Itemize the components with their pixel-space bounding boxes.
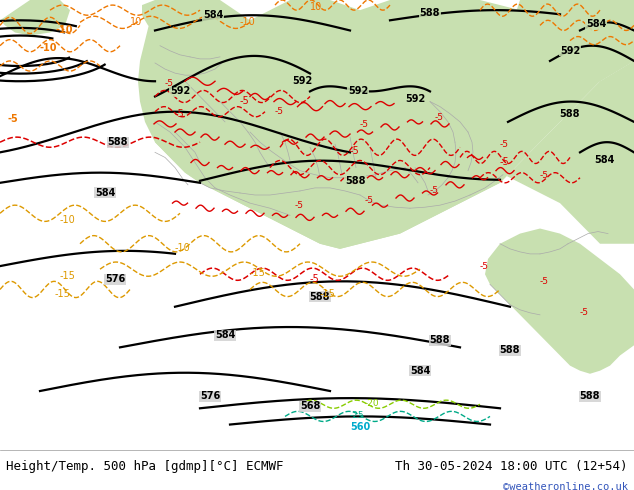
Text: -25: -25 bbox=[350, 412, 365, 420]
Polygon shape bbox=[138, 0, 634, 249]
Text: 588: 588 bbox=[108, 137, 128, 147]
Text: -15: -15 bbox=[55, 289, 71, 298]
Polygon shape bbox=[142, 0, 200, 36]
Text: 588: 588 bbox=[500, 345, 521, 355]
Text: 576: 576 bbox=[200, 391, 220, 401]
Text: -5: -5 bbox=[580, 308, 589, 317]
Text: 588: 588 bbox=[560, 109, 580, 119]
Polygon shape bbox=[155, 61, 634, 249]
Text: 584: 584 bbox=[586, 20, 606, 29]
Text: 584: 584 bbox=[95, 188, 115, 198]
Text: -5: -5 bbox=[8, 114, 19, 124]
Text: -5: -5 bbox=[365, 196, 374, 205]
Text: -5: -5 bbox=[240, 96, 250, 105]
Text: -10: -10 bbox=[175, 243, 191, 253]
Text: 584: 584 bbox=[594, 155, 614, 166]
Text: -5: -5 bbox=[480, 262, 489, 271]
Text: -10: -10 bbox=[55, 24, 72, 34]
Text: 588: 588 bbox=[345, 176, 365, 186]
Text: 592: 592 bbox=[170, 86, 190, 97]
Text: 592: 592 bbox=[560, 46, 580, 56]
Text: -5: -5 bbox=[350, 147, 359, 156]
Text: -5: -5 bbox=[540, 277, 549, 286]
Text: 588: 588 bbox=[310, 292, 330, 301]
Polygon shape bbox=[485, 228, 634, 374]
Text: ©weatheronline.co.uk: ©weatheronline.co.uk bbox=[503, 482, 628, 490]
Text: -10: -10 bbox=[240, 17, 256, 27]
Text: Th 30-05-2024 18:00 UTC (12+54): Th 30-05-2024 18:00 UTC (12+54) bbox=[395, 460, 628, 473]
Text: 592: 592 bbox=[405, 94, 425, 103]
Text: -5: -5 bbox=[175, 109, 184, 119]
Text: -10: -10 bbox=[60, 216, 75, 225]
Text: 584: 584 bbox=[215, 330, 235, 340]
Text: 568: 568 bbox=[300, 401, 320, 411]
Text: -5: -5 bbox=[500, 140, 509, 149]
Text: 592: 592 bbox=[292, 76, 312, 86]
Text: 576: 576 bbox=[105, 274, 125, 284]
Text: 588: 588 bbox=[430, 335, 450, 345]
Text: -15: -15 bbox=[250, 268, 266, 278]
Text: -15: -15 bbox=[60, 271, 76, 281]
Polygon shape bbox=[0, 0, 70, 36]
Text: -5: -5 bbox=[500, 156, 510, 167]
Text: -5: -5 bbox=[540, 171, 549, 180]
Text: -5: -5 bbox=[430, 186, 439, 195]
Text: -5: -5 bbox=[435, 113, 444, 122]
Text: 10: 10 bbox=[130, 17, 142, 27]
Text: Height/Temp. 500 hPa [gdmp][°C] ECMWF: Height/Temp. 500 hPa [gdmp][°C] ECMWF bbox=[6, 460, 284, 473]
Text: 588: 588 bbox=[420, 8, 440, 18]
Text: -15: -15 bbox=[320, 289, 336, 298]
Text: -5: -5 bbox=[360, 120, 369, 129]
Text: -5: -5 bbox=[295, 201, 304, 210]
Text: 10: 10 bbox=[310, 2, 322, 12]
Text: -5: -5 bbox=[275, 107, 284, 116]
Polygon shape bbox=[505, 0, 634, 92]
Text: -5: -5 bbox=[165, 79, 174, 88]
Text: -10: -10 bbox=[40, 43, 58, 53]
Text: 584: 584 bbox=[410, 366, 430, 376]
Text: 560: 560 bbox=[350, 421, 370, 432]
Text: -20: -20 bbox=[365, 399, 380, 408]
Text: -5: -5 bbox=[310, 274, 320, 284]
Text: 592: 592 bbox=[348, 86, 368, 97]
Text: 584: 584 bbox=[203, 10, 223, 20]
Text: 588: 588 bbox=[579, 391, 600, 401]
